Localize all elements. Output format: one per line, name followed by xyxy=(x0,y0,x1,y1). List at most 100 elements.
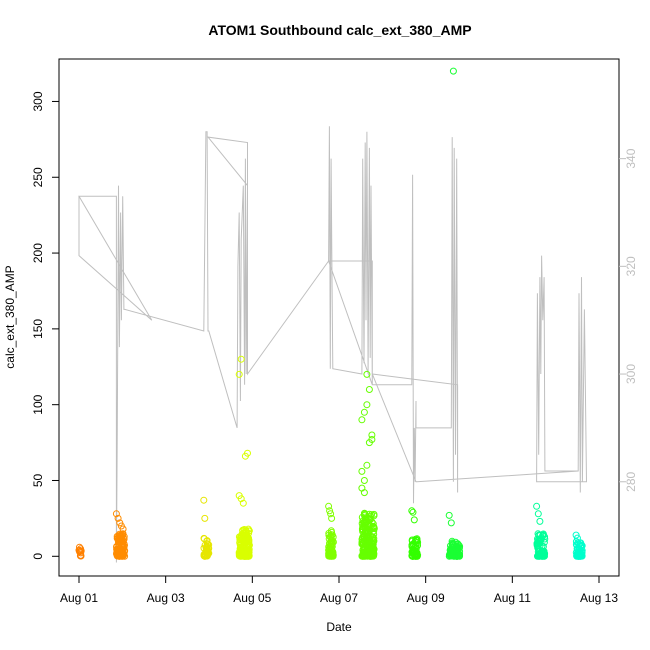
data-point xyxy=(120,540,128,548)
plot-frame xyxy=(58,58,620,577)
data-point xyxy=(540,531,547,539)
x-tick-label: Aug 11 xyxy=(494,591,531,605)
data-point xyxy=(119,551,127,559)
data-point xyxy=(326,507,334,515)
data-point xyxy=(445,511,453,519)
data-point xyxy=(449,540,457,547)
x-tick-label: Aug 13 xyxy=(580,591,618,605)
data-point xyxy=(360,532,367,540)
data-point xyxy=(365,516,373,524)
point-cluster xyxy=(445,67,464,560)
data-point xyxy=(200,496,208,504)
point-cluster xyxy=(112,510,129,560)
data-point xyxy=(236,541,244,549)
data-point xyxy=(75,546,83,554)
data-point xyxy=(327,510,335,518)
data-point xyxy=(365,386,373,393)
point-cluster xyxy=(572,531,586,560)
data-point xyxy=(409,508,417,516)
data-point xyxy=(237,495,245,503)
data-point xyxy=(244,552,252,560)
y2-tick-label: 320 xyxy=(624,256,638,276)
data-point xyxy=(245,541,253,549)
data-point xyxy=(408,507,416,515)
data-point xyxy=(239,547,247,555)
point-cluster xyxy=(75,543,85,560)
y-tick-label: 150 xyxy=(31,319,45,339)
data-point xyxy=(539,552,547,560)
y2-tick-label: 340 xyxy=(624,148,638,168)
data-point xyxy=(411,538,419,546)
y-tick-label: 0 xyxy=(31,553,45,560)
data-point xyxy=(447,519,455,527)
data-point xyxy=(237,355,245,363)
data-point xyxy=(119,541,127,549)
x-tick-label: Aug 07 xyxy=(320,591,358,605)
data-point xyxy=(76,543,83,551)
data-point xyxy=(328,531,336,539)
data-point xyxy=(363,526,371,533)
data-point xyxy=(534,510,542,518)
data-point xyxy=(114,514,122,522)
data-point xyxy=(200,535,208,543)
y-tick-label: 250 xyxy=(31,167,45,187)
data-point xyxy=(363,461,371,469)
data-point xyxy=(363,370,371,378)
data-point xyxy=(362,514,369,522)
data-point xyxy=(114,552,122,560)
x-tick-label: Aug 09 xyxy=(407,591,445,605)
data-point xyxy=(413,537,421,545)
y2-tick-label: 280 xyxy=(624,471,638,491)
data-point xyxy=(370,527,378,535)
data-point xyxy=(328,514,336,522)
data-point xyxy=(364,542,372,550)
secondary-line xyxy=(78,126,588,563)
data-point xyxy=(539,547,547,555)
y-axis: 0 50 100 150 200 250 300 xyxy=(31,91,59,560)
data-point xyxy=(573,552,581,560)
data-point xyxy=(328,536,335,544)
data-point xyxy=(325,552,333,560)
y2-axis: 280 300 320 340 xyxy=(619,148,638,492)
x-axis: Aug 01 Aug 03 Aug 05 Aug 07 Aug 09 Aug 11 Aug … xyxy=(60,576,618,605)
data-point xyxy=(365,519,373,527)
data-point xyxy=(366,552,374,560)
data-point xyxy=(244,449,251,457)
data-point xyxy=(452,552,460,560)
data-point xyxy=(452,550,460,558)
data-point xyxy=(370,530,378,538)
data-point xyxy=(360,477,368,484)
data-point xyxy=(325,502,333,510)
data-point xyxy=(119,525,127,533)
data-point xyxy=(409,552,417,560)
data-point xyxy=(536,517,544,525)
point-cluster xyxy=(533,502,549,560)
point-cluster xyxy=(358,370,378,560)
data-point xyxy=(363,401,371,409)
data-point xyxy=(413,552,421,560)
y-tick-label: 100 xyxy=(31,394,45,414)
data-point xyxy=(456,552,463,560)
data-point xyxy=(410,516,418,524)
y-tick-label: 300 xyxy=(31,91,45,111)
data-point xyxy=(368,431,376,439)
data-point xyxy=(245,536,253,544)
point-cluster xyxy=(408,507,422,560)
y2-tick-label: 300 xyxy=(624,364,638,384)
data-point xyxy=(535,552,543,560)
data-point xyxy=(361,511,369,518)
y-axis-label: calc_ext_380_AMP xyxy=(3,265,17,368)
data-point xyxy=(200,544,208,552)
data-point xyxy=(117,552,125,560)
data-point xyxy=(360,549,368,557)
data-point xyxy=(239,499,247,507)
data-point xyxy=(449,67,457,75)
x-tick-label: Aug 05 xyxy=(233,591,271,605)
data-point xyxy=(327,552,335,560)
point-cluster xyxy=(200,496,213,560)
data-point xyxy=(370,512,378,520)
data-point xyxy=(369,520,377,528)
x-tick-label: Aug 01 xyxy=(60,591,98,605)
data-point xyxy=(448,552,456,559)
data-point xyxy=(537,536,545,544)
